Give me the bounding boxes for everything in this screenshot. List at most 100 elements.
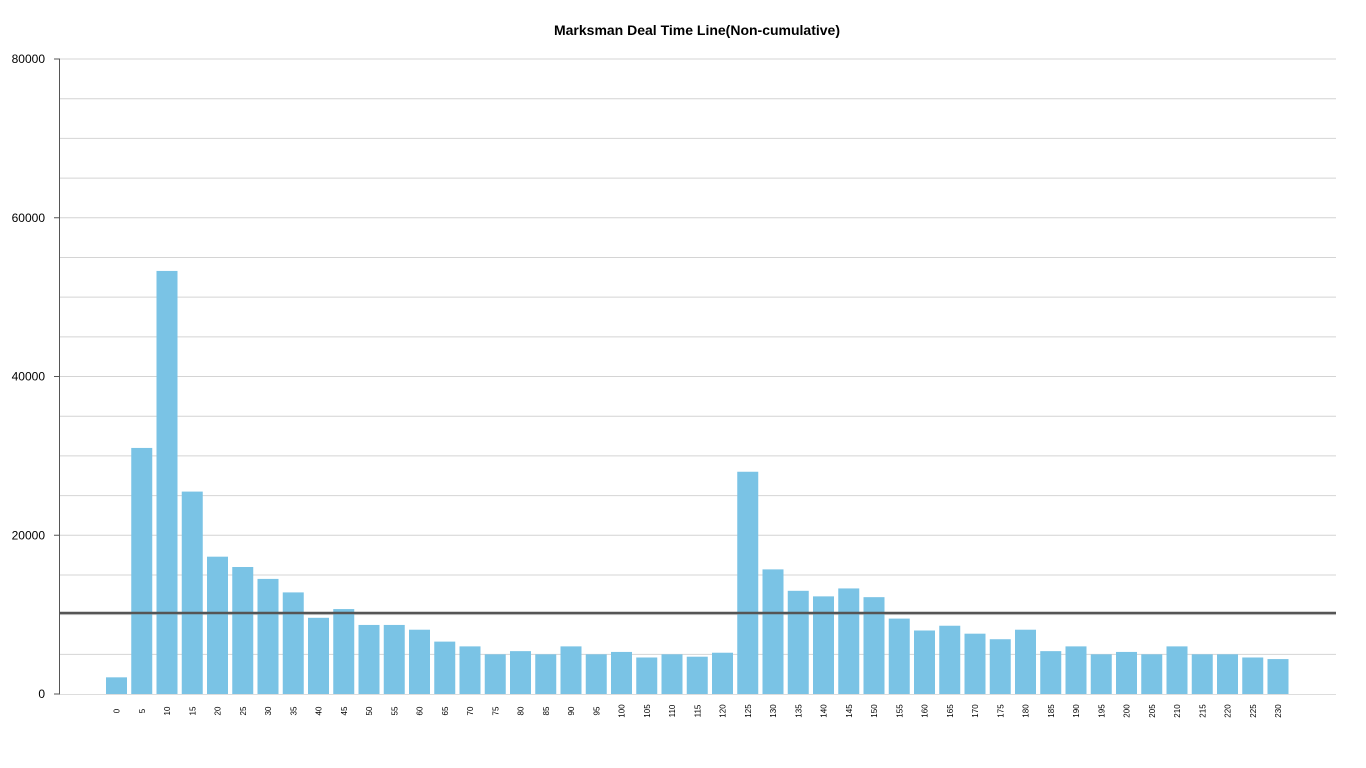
x-tick-label: 15 (188, 706, 197, 715)
x-tick-label: 80 (517, 706, 526, 715)
x-tick-label: 170 (971, 704, 980, 718)
x-tick-label: 130 (769, 704, 778, 718)
x-tick-label: 140 (820, 704, 829, 718)
bar (1242, 657, 1264, 694)
bar (257, 578, 279, 694)
x-tick-label: 145 (845, 704, 854, 718)
bar (1090, 654, 1112, 694)
bar (1116, 651, 1137, 694)
x-tick-label: 95 (592, 706, 601, 715)
bar (636, 657, 658, 694)
x-tick-label: 200 (1123, 704, 1132, 718)
x-tick-label: 25 (239, 706, 248, 715)
bar (737, 471, 759, 694)
bars (106, 270, 1289, 694)
x-tick-label: 220 (1224, 704, 1233, 718)
bar (232, 567, 254, 694)
x-tick-label: 120 (719, 704, 728, 718)
bar (1040, 651, 1062, 694)
x-tick-label: 165 (946, 704, 955, 718)
x-tick-label: 10 (163, 706, 172, 715)
bar (1191, 654, 1213, 694)
x-tick-label: 75 (491, 706, 500, 715)
x-tick-label: 65 (441, 706, 450, 715)
bar (106, 677, 127, 694)
bar (131, 447, 153, 694)
bar (1217, 654, 1238, 694)
bar (181, 491, 203, 694)
x-tick-label: 85 (542, 706, 551, 715)
x-tick-labels: 0 5 10 15 20 25 30 35 40 45 50 55 60 65 70 75 80 85 90 95 10… (113, 704, 1284, 718)
x-tick-label: 90 (567, 706, 576, 715)
bar (863, 597, 885, 694)
bar (434, 641, 456, 694)
x-tick-label: 60 (416, 706, 425, 715)
bar (914, 630, 935, 694)
x-tick-label: 180 (1022, 704, 1031, 718)
x-tick-label: 30 (264, 706, 273, 715)
x-tick-label: 20 (214, 706, 223, 715)
bar (358, 624, 380, 694)
x-tick-label: 215 (1198, 704, 1207, 718)
x-tick-label: 55 (390, 706, 399, 715)
bar (282, 592, 304, 694)
x-tick-label: 45 (340, 706, 349, 715)
bar (989, 639, 1011, 694)
bar (585, 654, 607, 694)
bar (1166, 646, 1188, 694)
x-tick-label: 105 (643, 704, 652, 718)
y-tick-labels: 0 20000 40000 60000 80000 (12, 52, 60, 701)
bar (333, 609, 355, 694)
bar (964, 633, 986, 694)
bar (762, 569, 784, 694)
x-tick-label: 155 (895, 704, 904, 718)
bar (535, 654, 557, 694)
bar (888, 618, 910, 694)
x-tick-label: 205 (1148, 704, 1157, 718)
chart-title: Marksman Deal Time Line(Non-cumulative) (554, 22, 840, 38)
x-tick-label: 115 (693, 704, 702, 717)
bar (1015, 629, 1036, 694)
bar (686, 656, 708, 694)
x-tick-label: 225 (1249, 704, 1258, 718)
bar (787, 590, 809, 694)
bar (409, 629, 430, 694)
y-tick-label: 0 (38, 687, 45, 701)
x-tick-label: 100 (618, 704, 627, 718)
bar (1065, 646, 1087, 694)
bar (308, 617, 329, 694)
x-tick-label: 150 (870, 704, 879, 718)
y-tick-label: 40000 (12, 370, 46, 384)
bar (712, 652, 733, 694)
x-tick-label: 0 (113, 708, 122, 713)
y-tick-label: 80000 (12, 52, 46, 66)
x-tick-label: 175 (996, 704, 1005, 718)
x-tick-label: 40 (315, 706, 324, 715)
x-tick-label: 185 (1047, 704, 1056, 718)
x-tick-label: 135 (794, 704, 803, 718)
bar (383, 624, 405, 694)
x-tick-label: 190 (1072, 704, 1081, 718)
bar (207, 556, 228, 694)
bar (156, 270, 178, 694)
bar (611, 651, 632, 694)
grid-lines (60, 58, 1336, 655)
bar (484, 654, 506, 694)
bar (459, 646, 481, 694)
bar (510, 651, 531, 694)
bar (1267, 659, 1289, 694)
bar (939, 625, 961, 694)
x-tick-label: 5 (138, 708, 147, 713)
x-tick-label: 125 (744, 704, 753, 718)
y-tick-label: 60000 (12, 211, 46, 225)
x-tick-label: 210 (1173, 704, 1182, 718)
x-tick-label: 195 (1097, 704, 1106, 718)
x-tick-label: 50 (365, 706, 374, 715)
bar (813, 596, 834, 694)
bar (560, 646, 582, 694)
x-tick-label: 160 (921, 704, 930, 718)
y-tick-label: 20000 (12, 528, 46, 542)
x-tick-label: 230 (1274, 704, 1283, 718)
x-tick-label: 70 (466, 706, 475, 715)
